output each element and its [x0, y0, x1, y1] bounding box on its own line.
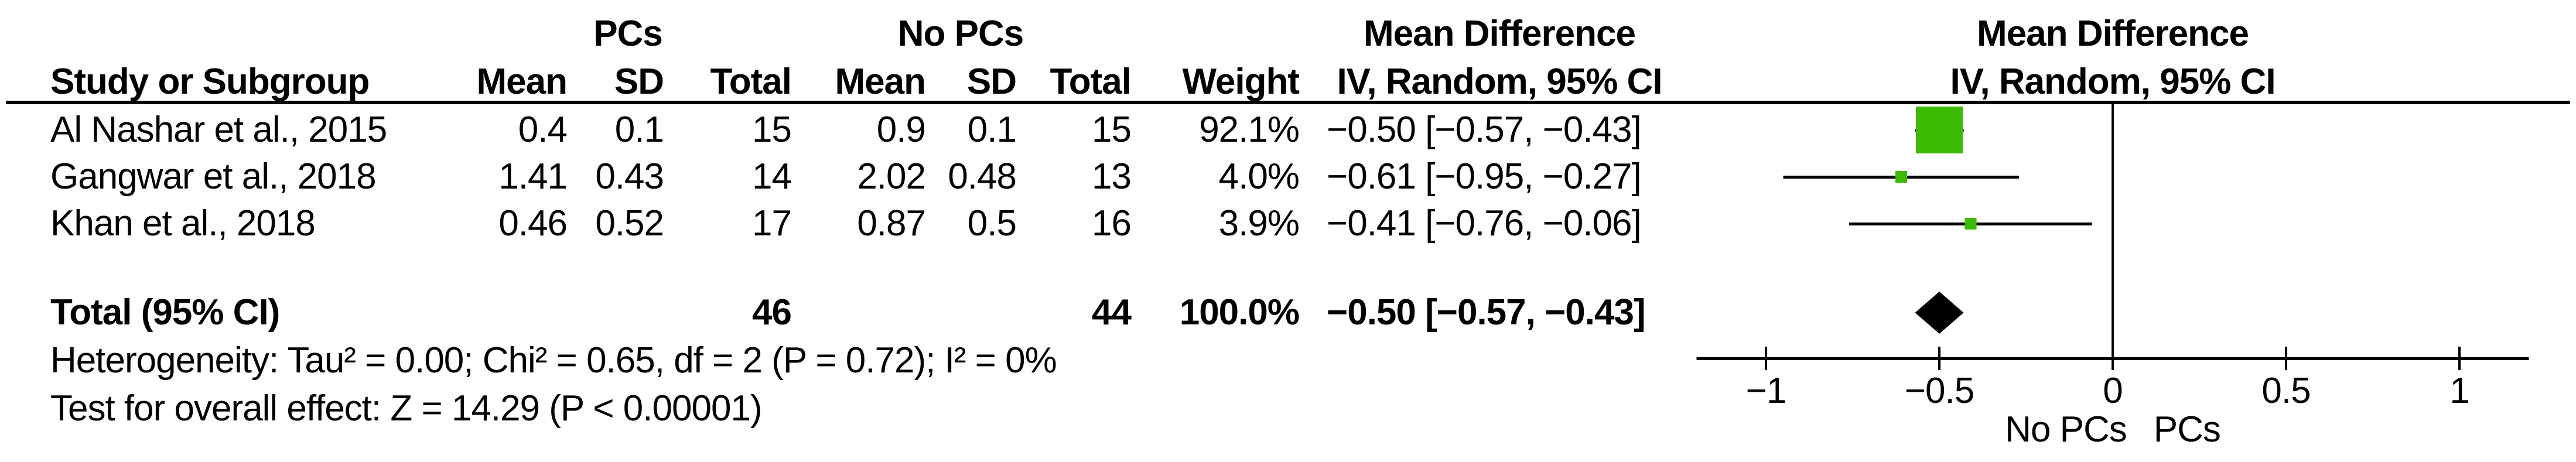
weight-value: 92.1%: [1199, 109, 1300, 150]
axis-tick: [1765, 347, 1767, 370]
column-header-pcs-sd: SD: [614, 61, 664, 102]
column-header-weight: Weight: [1182, 61, 1300, 102]
pcs-sd: 0.52: [595, 203, 664, 244]
column-header-nopcs-total: Total: [1050, 61, 1132, 102]
group-header-no-pcs: No PCs: [897, 13, 1024, 54]
overall-effect-text: Test for overall effect: Z = 14.29 (P < …: [50, 388, 763, 429]
nopcs-mean: 0.9: [876, 109, 926, 150]
md-ci-text: −0.61 [−0.95, −0.27]: [1327, 156, 1642, 197]
axis-tick: [2112, 347, 2114, 370]
group-header-pcs: PCs: [593, 13, 663, 54]
pcs-sd: 0.1: [614, 109, 664, 150]
study-name: Gangwar et al., 2018: [50, 156, 377, 197]
column-header-pcs-total: Total: [710, 61, 792, 102]
axis-tick: [1938, 347, 1940, 370]
weight-value: 4.0%: [1218, 156, 1300, 197]
column-header-md-ci: IV, Random, 95% CI: [1337, 61, 1662, 102]
pcs-mean: 0.46: [498, 203, 568, 244]
forest-plot-canvas: [1696, 104, 2529, 370]
axis-tick-label: 0: [2103, 371, 2123, 411]
md-ci-text: −0.41 [−0.76, −0.06]: [1327, 203, 1642, 244]
md-ci-text: −0.50 [−0.57, −0.43]: [1327, 109, 1642, 150]
plot-md-title: Mean Difference: [1977, 13, 2249, 54]
axis-tick-label: −1: [1745, 371, 1787, 411]
total-nopcs-total: 44: [1092, 292, 1132, 333]
axis-tick-label: −0.5: [1904, 371, 1974, 411]
effect-square: [1916, 107, 1963, 153]
pcs-total: 17: [752, 203, 792, 244]
axis-group-labels: No PCs PCs: [2005, 408, 2221, 452]
weight-value: 3.9%: [1218, 203, 1300, 244]
column-header-study: Study or Subgroup: [50, 61, 370, 102]
plot-md-subtitle: IV, Random, 95% CI: [1950, 61, 2276, 102]
nopcs-sd: 0.48: [948, 156, 1017, 197]
axis-tick-label: 0.5: [2261, 371, 2311, 411]
axis-tick-label: 1: [2449, 371, 2469, 411]
total-pcs-total: 46: [752, 292, 792, 333]
pcs-total: 15: [752, 109, 792, 150]
zero-effect-line: [2112, 104, 2114, 358]
pcs-total: 14: [752, 156, 792, 197]
nopcs-sd: 0.5: [967, 203, 1017, 244]
nopcs-mean: 0.87: [857, 203, 926, 244]
forest-plot-panel: Mean Difference IV, Random, 95% CI −1 −0.…: [1693, 0, 2576, 462]
column-header-nopcs-sd: SD: [966, 61, 1017, 102]
study-name: Khan et al., 2018: [50, 203, 316, 244]
header-divider-line: [6, 101, 2570, 104]
pcs-mean: 0.4: [518, 109, 568, 150]
effect-square: [1895, 171, 1907, 183]
axis-tick: [2285, 347, 2287, 370]
effect-square: [1965, 218, 1977, 230]
axis-label-pcs: PCs: [2153, 409, 2221, 450]
total-label: Total (95% CI): [50, 292, 280, 333]
axis-tick: [2458, 347, 2461, 370]
heterogeneity-text: Heterogeneity: Tau² = 0.00; Chi² = 0.65,…: [50, 340, 1057, 381]
study-name: Al Nashar et al., 2015: [50, 109, 387, 150]
md-column-title: Mean Difference: [1364, 13, 1636, 54]
column-header-pcs-mean: Mean: [476, 61, 568, 102]
nopcs-mean: 2.02: [857, 156, 926, 197]
nopcs-sd: 0.1: [967, 109, 1017, 150]
total-weight: 100.0%: [1179, 292, 1300, 333]
axis-label-no-pcs: No PCs: [2005, 409, 2127, 450]
pcs-mean: 1.41: [498, 156, 568, 197]
nopcs-total: 15: [1092, 109, 1132, 150]
column-header-nopcs-mean: Mean: [835, 61, 926, 102]
pcs-sd: 0.43: [595, 156, 664, 197]
nopcs-total: 16: [1092, 203, 1132, 244]
nopcs-total: 13: [1092, 156, 1132, 197]
total-md-ci-text: −0.50 [−0.57, −0.43]: [1327, 292, 1646, 333]
total-effect-diamond: [1915, 292, 1964, 334]
